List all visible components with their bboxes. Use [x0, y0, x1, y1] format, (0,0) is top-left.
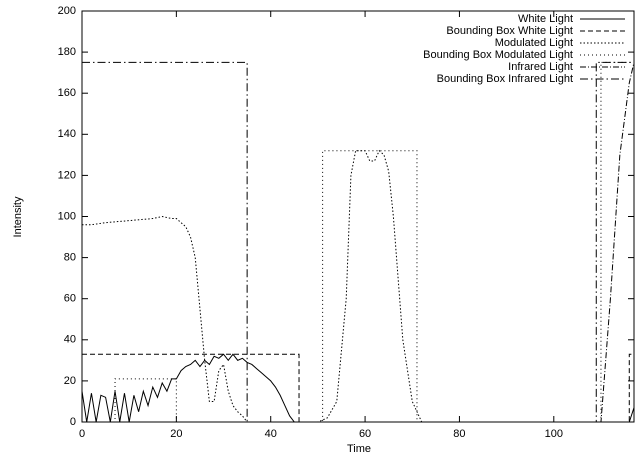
series-line	[82, 61, 634, 423]
series-line	[82, 62, 635, 423]
y-tick-label: 120	[58, 169, 76, 181]
x-tick-label: 0	[79, 428, 85, 440]
legend-label: Infrared Light	[508, 61, 573, 73]
y-tick-label: 0	[70, 416, 76, 428]
legend-label: Bounding Box Infrared Light	[437, 73, 573, 85]
y-tick-label: 100	[58, 210, 76, 222]
legend-label: Bounding Box White Light	[446, 25, 573, 37]
x-tick-label: 40	[265, 428, 277, 440]
series-line	[82, 61, 634, 423]
y-tick-label: 200	[58, 5, 76, 17]
x-tick-label: 60	[359, 428, 371, 440]
y-tick-label: 60	[64, 293, 76, 305]
y-tick-label: 140	[58, 128, 76, 140]
x-tick-label: 80	[453, 428, 465, 440]
y-axis-label: Intensity	[12, 196, 24, 237]
legend-label: Modulated Light	[495, 37, 573, 49]
y-tick-label: 160	[58, 87, 76, 99]
series-line	[81, 353, 635, 423]
y-tick-label: 180	[58, 46, 76, 58]
legend-label: White Light	[518, 13, 573, 25]
y-tick-label: 20	[64, 375, 76, 387]
y-tick-label: 80	[64, 252, 76, 264]
series-line	[82, 149, 634, 423]
x-axis-label: Time	[347, 443, 371, 455]
x-tick-label: 100	[545, 428, 563, 440]
y-tick-label: 40	[64, 334, 76, 346]
legend-label: Bounding Box Modulated Light	[423, 49, 573, 61]
x-tick-label: 20	[170, 428, 182, 440]
